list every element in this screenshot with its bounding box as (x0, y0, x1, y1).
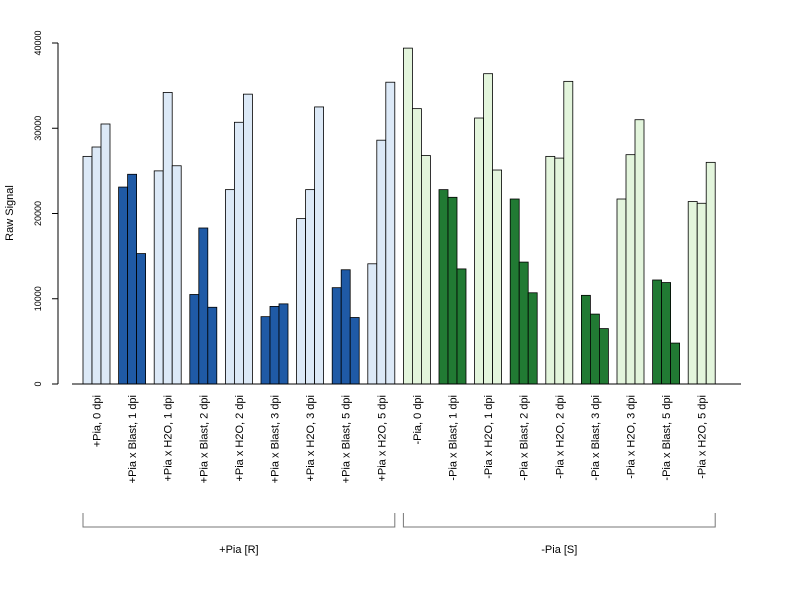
category-label: +Pia x H2O, 3 dpi (305, 395, 317, 482)
bar (411, 108, 422, 385)
bar (296, 218, 307, 385)
bars-layer (82, 47, 716, 385)
bar (224, 189, 235, 385)
group-bracket (402, 513, 716, 528)
bar (492, 169, 503, 385)
bar (590, 313, 600, 385)
category-label: +Pia, 0 dpi (92, 395, 104, 447)
category-label: -Pia x H2O, 3 dpi (626, 395, 638, 479)
category-label: -Pia x Blast, 5 dpi (661, 395, 673, 481)
bar (545, 155, 556, 385)
bar (518, 261, 529, 385)
category-label: -Pia, 0 dpi (412, 395, 424, 445)
bar (402, 47, 413, 385)
bar (527, 292, 538, 385)
bar (260, 316, 271, 385)
bar (581, 294, 591, 385)
bar (305, 189, 316, 385)
bar (705, 161, 716, 385)
category-label: +Pia x Blast, 1 dpi (127, 395, 139, 483)
group-label: -Pia [S] (541, 544, 577, 556)
bar (91, 146, 102, 385)
bar (331, 287, 342, 385)
bar (233, 121, 244, 385)
category-label: -Pia x Blast, 1 dpi (448, 395, 460, 481)
bar (376, 139, 387, 385)
category-label: +Pia x H2O, 1 dpi (163, 395, 175, 482)
bar (599, 328, 609, 385)
category-label: +Pia x H2O, 2 dpi (234, 395, 246, 482)
bar (652, 279, 662, 385)
category-labels: +Pia, 0 dpi +Pia x Blast, 1 dpi +Pia x H2O… (92, 395, 709, 483)
category-label: -Pia x H2O, 1 dpi (483, 395, 495, 479)
bar (100, 123, 111, 385)
bar (127, 173, 137, 385)
bar (207, 306, 218, 385)
bar (661, 282, 671, 385)
category-label: -Pia x Blast, 3 dpi (590, 395, 602, 481)
y-tick-label: 40000 (33, 30, 43, 55)
bar (340, 269, 351, 385)
category-label: -Pia x Blast, 2 dpi (519, 395, 531, 481)
bar (242, 93, 253, 385)
y-tick-label: 10000 (33, 286, 43, 311)
y-tick-label: 0 (33, 381, 43, 386)
bar (269, 306, 280, 385)
bar (162, 92, 173, 385)
category-label: +Pia x Blast, 3 dpi (270, 395, 282, 483)
category-label: +Pia x Blast, 5 dpi (341, 395, 353, 483)
bar (367, 263, 378, 385)
bar (438, 189, 449, 385)
y-tick-label: 20000 (33, 201, 43, 226)
bar (456, 268, 467, 385)
bar (634, 119, 645, 385)
bar (171, 165, 182, 385)
bar (278, 303, 289, 385)
bar (385, 81, 396, 385)
group-bracket (82, 513, 396, 528)
bar (136, 253, 147, 385)
bar (696, 202, 707, 385)
category-label: +Pia x Blast, 2 dpi (198, 395, 210, 483)
group-label: +Pia [R] (219, 544, 258, 556)
bar (616, 198, 627, 385)
bar (687, 201, 698, 385)
category-label: -Pia x H2O, 2 dpi (554, 395, 566, 479)
category-label: +Pia x H2O, 5 dpi (376, 395, 388, 482)
bar (554, 157, 565, 385)
y-tick-label: 30000 (33, 116, 43, 141)
bar (349, 317, 360, 385)
bar (420, 155, 431, 385)
bar (82, 155, 93, 385)
bar (118, 186, 128, 385)
bar (670, 342, 680, 385)
bar (483, 73, 494, 385)
y-ticks: 0 10000 20000 30000 40000 (33, 30, 58, 387)
group-brackets: +Pia [R] -Pia [S] (82, 513, 716, 556)
bar (474, 117, 485, 385)
bar (447, 196, 458, 385)
bar (153, 170, 164, 385)
bar (625, 154, 636, 385)
bar (563, 80, 574, 385)
bar (198, 227, 209, 385)
y-axis-label: Raw Signal (4, 185, 16, 241)
bar (314, 106, 325, 385)
bar (189, 294, 200, 385)
bar (509, 198, 520, 385)
category-label: -Pia x H2O, 5 dpi (697, 395, 709, 479)
